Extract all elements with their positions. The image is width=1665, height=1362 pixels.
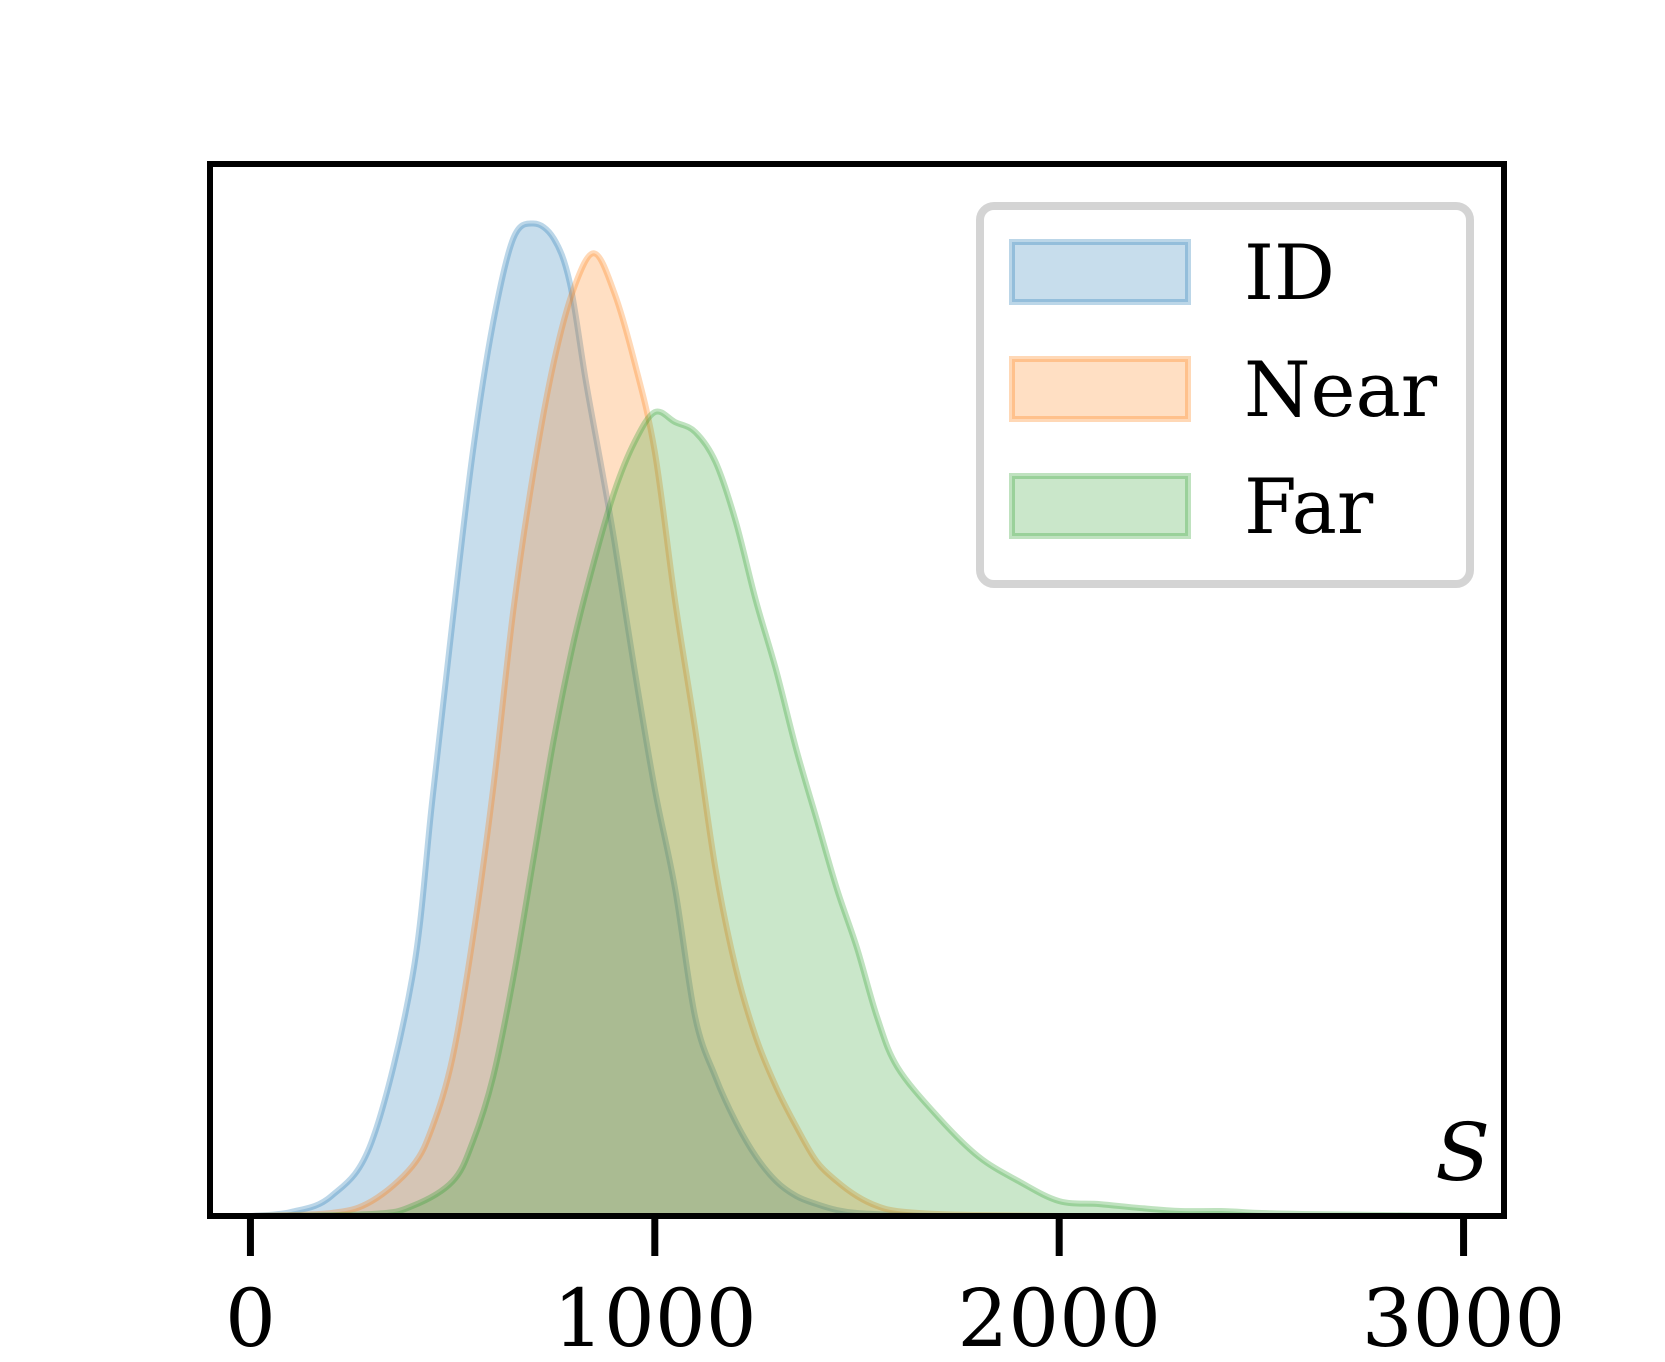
series-line-near	[250, 250, 1060, 1219]
series-area-near	[250, 253, 1060, 1216]
legend-label-far: Far	[1244, 462, 1374, 551]
series-line-far	[250, 408, 1464, 1219]
x-tick-label: 3000	[1362, 1272, 1566, 1362]
series-line-id	[250, 220, 979, 1220]
plot-frame	[207, 161, 1507, 1219]
x-tick-label: 0	[225, 1272, 276, 1362]
series-area-id	[250, 223, 979, 1216]
legend-label-near: Near	[1244, 345, 1438, 434]
x-axis: 0 1000 2000 3000	[225, 1216, 1565, 1362]
series-layer	[250, 220, 1464, 1220]
x-axis-label: S	[1435, 1106, 1490, 1199]
legend-swatch-id	[1009, 239, 1191, 305]
series-area-far	[250, 411, 1464, 1216]
legend-items: ID Near Far	[1009, 228, 1438, 551]
legend-swatch-far	[1009, 473, 1191, 539]
legend-box	[976, 202, 1474, 588]
legend-label-id: ID	[1244, 228, 1335, 317]
legend-swatch-near	[1009, 356, 1191, 422]
x-tick-label: 1000	[553, 1272, 757, 1362]
x-tick-label: 2000	[957, 1272, 1161, 1362]
legend: ID Near Far	[976, 202, 1474, 588]
